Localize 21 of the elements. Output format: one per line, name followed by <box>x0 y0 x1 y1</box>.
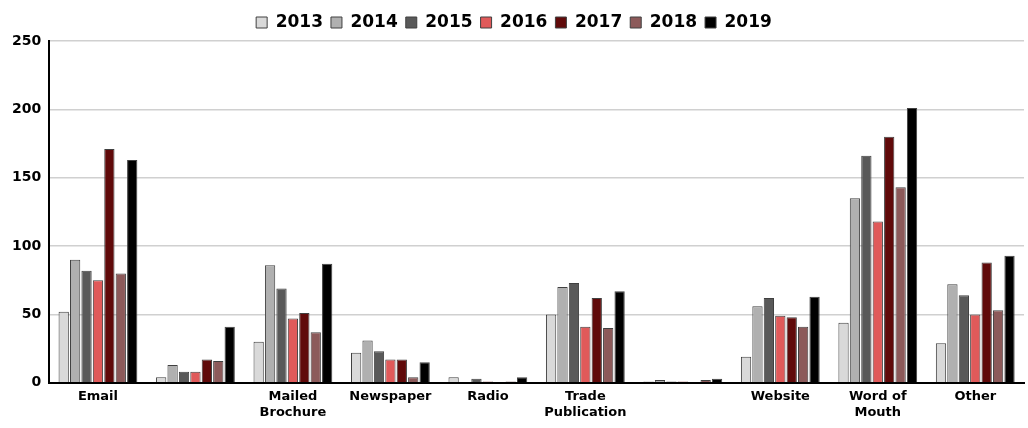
legend-label: 2014 <box>350 10 398 31</box>
y-tick-label: 200 <box>11 100 42 116</box>
x-tick-label: Email <box>77 387 119 403</box>
y-tick-label: 150 <box>11 168 42 185</box>
x-tick-label: Newspaper <box>349 387 433 403</box>
legend-label: 2016 <box>500 10 548 31</box>
y-tick-label: 50 <box>21 305 42 322</box>
legend-label: 2019 <box>724 10 772 31</box>
y-tick-label: 0 <box>31 373 42 390</box>
x-tick-label: Radio <box>467 387 509 403</box>
y-tick-label: 100 <box>11 236 42 253</box>
x-tick-label: Mailed Brochure <box>259 387 327 419</box>
y-tick-label: 250 <box>11 31 42 48</box>
legend-label: 2015 <box>425 10 473 31</box>
legend-label: 2017 <box>574 10 623 31</box>
x-tick-label: Website <box>750 387 811 403</box>
legend-label: 2013 <box>275 10 323 31</box>
x-tick-label: Trade Publication <box>544 387 627 419</box>
legend-label: 2018 <box>649 10 698 31</box>
x-tick-label: Other <box>954 387 997 403</box>
x-tick-label: Word of Mouth <box>848 387 907 419</box>
